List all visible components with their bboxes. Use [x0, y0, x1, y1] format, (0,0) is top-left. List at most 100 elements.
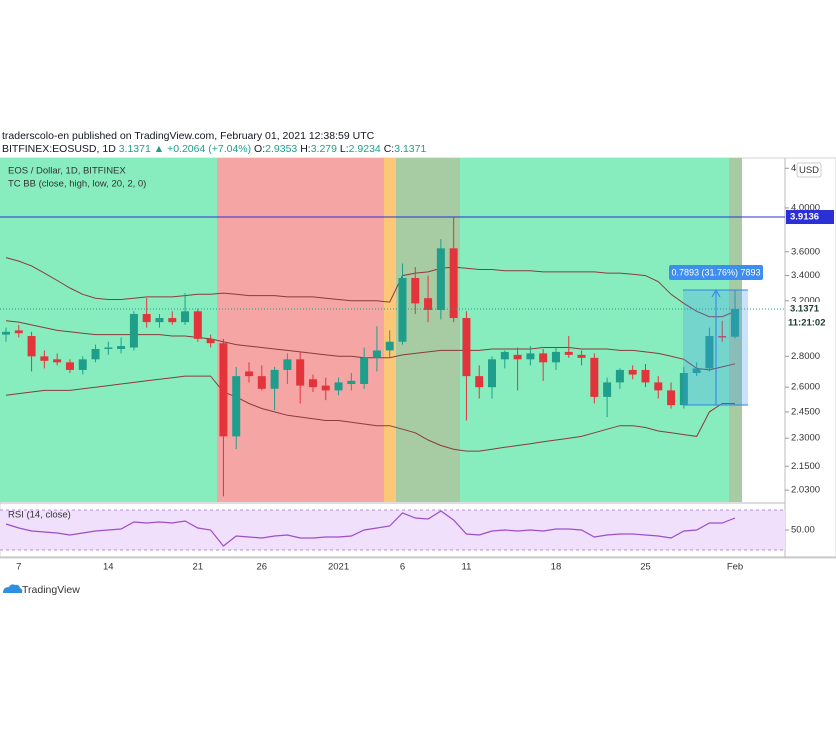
- band-basis: [5, 320, 736, 371]
- candle-body: [615, 369, 624, 383]
- candle-body: [142, 313, 151, 323]
- last-price-box: [786, 302, 834, 331]
- published-line: traderscolo-en published on TradingView.…: [2, 130, 375, 142]
- change: ▲ +0.2064 (+7.04%): [154, 143, 251, 155]
- candle-body: [731, 309, 740, 337]
- region-transition: [396, 158, 460, 502]
- candle-body: [78, 359, 87, 370]
- rsi-tick-label: 50.00: [791, 525, 815, 536]
- candle-body: [424, 298, 433, 310]
- candle-body: [385, 341, 394, 351]
- candle-body: [667, 390, 676, 406]
- candle-body: [91, 348, 100, 360]
- candle-body: [27, 336, 36, 357]
- low-value: 2.9234: [349, 143, 381, 155]
- candle-body: [436, 248, 445, 310]
- rsi-label: RSI (14, close): [8, 510, 71, 521]
- candle-body: [53, 359, 62, 363]
- candle-body: [168, 318, 177, 323]
- rsi-line: [5, 510, 736, 547]
- hline-label: 3.9136: [790, 212, 819, 223]
- last-price-label: 3.1371: [790, 304, 820, 315]
- candle-body: [513, 354, 522, 360]
- x-tick-label: 7: [16, 562, 21, 573]
- candle-body: [500, 351, 509, 360]
- axes: 4 4.0000 3.6000 3.4000 3.2000 2.8000 2.6000 2.4…: [16, 163, 834, 573]
- rsi-band: [0, 510, 785, 550]
- measure-label-box: [669, 265, 763, 280]
- candle-body: [155, 318, 164, 323]
- candle-body: [257, 376, 266, 389]
- ohlc-label: C:: [384, 143, 395, 155]
- candle-body: [334, 382, 343, 391]
- band-lower: [5, 375, 735, 452]
- candle-body: [654, 382, 663, 391]
- y-tick-label: 2.6000: [791, 382, 820, 393]
- candle-body: [641, 369, 650, 383]
- candle-body: [577, 354, 586, 358]
- candle-body: [129, 313, 138, 348]
- y-tick-label: 2.8000: [791, 351, 820, 362]
- candle-body: [117, 346, 126, 349]
- brand: TradingView: [3, 584, 80, 596]
- candle-body: [551, 351, 560, 363]
- close-value: 3.1371: [394, 143, 426, 155]
- currency-box: [796, 162, 822, 178]
- candle-body: [308, 379, 317, 388]
- y-tick-label: 4.0000: [791, 202, 820, 213]
- last-price: 3.1371: [119, 143, 151, 155]
- x-tick-label: 21: [193, 562, 204, 573]
- candle-body: [372, 350, 381, 358]
- y-tick-label: 3.4000: [791, 270, 820, 281]
- candle-body: [347, 380, 356, 384]
- candle-body: [679, 373, 688, 406]
- region-bear: [217, 158, 384, 502]
- candle-body: [181, 311, 190, 323]
- y-tick-label: 3.6000: [791, 246, 820, 257]
- candle-body: [590, 357, 599, 397]
- ohlc-label: H:: [300, 143, 311, 155]
- rsi-pane: [0, 509, 785, 551]
- candle-body: [283, 359, 292, 370]
- candle-body: [104, 347, 113, 349]
- candle-body: [462, 318, 471, 377]
- candle-body: [564, 351, 573, 355]
- hline-label-box: [786, 210, 834, 225]
- candle-body: [398, 278, 407, 342]
- candle-body: [603, 382, 612, 397]
- candle-body: [692, 368, 701, 374]
- x-tick-label: 6: [400, 562, 405, 573]
- x-tick-label: 14: [103, 562, 114, 573]
- x-tick-label: Feb: [727, 562, 743, 573]
- indicator-label: TC BB (close, high, low, 20, 2, 0): [8, 179, 146, 190]
- candle-body: [475, 376, 484, 388]
- chart-title: EOS / Dollar, 1D, BITFINEX: [8, 166, 126, 177]
- candle-body: [193, 311, 202, 339]
- x-tick-label: 11: [462, 562, 472, 573]
- y-tick-label: 2.0300: [791, 485, 820, 496]
- measure-tool: 0.7893 (31.76%) 7893: [669, 265, 763, 406]
- candle-body: [539, 353, 548, 363]
- candle-body: [411, 278, 420, 304]
- y-tick-label: 3.2000: [791, 295, 820, 306]
- candle-body: [65, 362, 74, 370]
- candle-body: [488, 359, 497, 388]
- candle-body: [360, 357, 369, 384]
- y-tick-label: 4: [791, 163, 796, 174]
- symbol: BITFINEX:EOSUSD, 1D: [2, 143, 116, 155]
- candle-body: [206, 338, 215, 344]
- region-neutral: [384, 158, 396, 502]
- y-tick-label: 2.3000: [791, 433, 820, 444]
- symbol-line: BITFINEX:EOSUSD, 1D 3.1371 ▲ +0.2064 (+7…: [2, 143, 426, 155]
- measure-label: 0.7893 (31.76%) 7893: [671, 267, 760, 277]
- band-upper: [5, 257, 736, 318]
- open-value: 2.9353: [265, 143, 297, 155]
- brand-logo: [3, 584, 23, 593]
- ohlc-label: L:: [340, 143, 349, 155]
- x-tick-label: 18: [551, 562, 562, 573]
- brand-name: TradingView: [22, 584, 80, 596]
- candle-body: [628, 369, 637, 375]
- signal-regions: [0, 158, 742, 502]
- main-pane: [0, 216, 785, 497]
